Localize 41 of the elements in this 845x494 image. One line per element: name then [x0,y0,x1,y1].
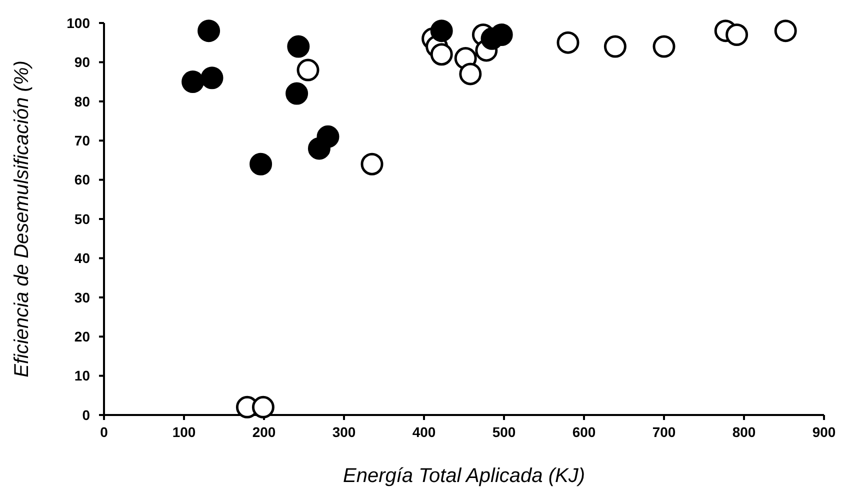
point [430,20,453,42]
point [430,43,453,66]
x-tick-label: 300 [332,424,356,440]
y-tick-label: 100 [66,14,90,31]
y-tick-label: 0 [82,406,90,423]
y-tick-label: 70 [74,132,90,148]
point [296,58,320,82]
point [556,31,580,54]
point [726,24,748,46]
point [287,35,310,58]
point [198,20,220,42]
point [252,396,274,418]
point [182,70,204,94]
x-tick-label: 500 [492,424,516,440]
point [604,35,626,58]
x-tick-label: 400 [412,424,436,440]
y-tick-label: 90 [74,54,90,70]
x-tick-label: 700 [652,424,676,440]
point [774,20,797,42]
point [200,66,224,90]
x-tick-label: 800 [732,424,756,440]
y-tick-label: 80 [74,93,90,110]
y-tick-label: 10 [74,368,90,384]
y-tick-label: 40 [74,250,90,266]
y-tick-label: 50 [74,210,90,227]
x-tick-label: 900 [812,424,836,440]
point [360,152,384,176]
x-axis-title: Energía Total Aplicada (KJ) [343,465,585,487]
x-tick-label: 600 [572,424,596,440]
x-tick-label: 0 [100,424,108,440]
point [459,62,482,86]
x-tick-label: 100 [172,424,196,440]
y-axis-title: Eficiencia de Desemulsificación (%) [11,60,33,378]
x-tick-label: 200 [252,424,276,440]
y-tick-label: 60 [74,172,90,188]
point [652,35,676,58]
y-tick-label: 30 [74,289,90,306]
point [250,152,272,176]
point [286,82,308,105]
y-tick-label: 20 [74,328,90,344]
point [316,125,340,148]
